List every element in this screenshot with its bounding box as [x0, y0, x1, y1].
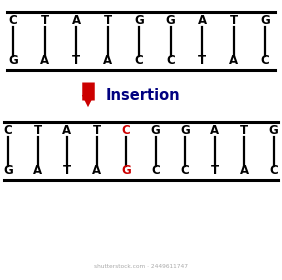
Text: C: C — [269, 165, 278, 178]
Text: G: G — [8, 55, 18, 67]
Text: G: G — [269, 125, 278, 137]
Text: A: A — [71, 15, 81, 27]
Text: A: A — [40, 55, 49, 67]
Text: A: A — [210, 125, 219, 137]
Text: G: G — [180, 125, 190, 137]
Text: A: A — [92, 165, 101, 178]
Text: A: A — [62, 125, 72, 137]
Text: A: A — [103, 55, 112, 67]
Text: T: T — [34, 125, 41, 137]
Text: Insertion: Insertion — [106, 87, 181, 102]
Text: T: T — [103, 15, 112, 27]
Text: T: T — [240, 125, 248, 137]
Text: T: T — [63, 165, 71, 178]
Text: A: A — [239, 165, 248, 178]
Text: shutterstock.com · 2449611747: shutterstock.com · 2449611747 — [94, 263, 188, 269]
Text: C: C — [151, 165, 160, 178]
Text: A: A — [197, 15, 206, 27]
Text: C: C — [9, 15, 17, 27]
Text: C: C — [166, 55, 175, 67]
Text: T: T — [72, 55, 80, 67]
Text: T: T — [230, 15, 237, 27]
Text: G: G — [260, 15, 270, 27]
Text: A: A — [229, 55, 238, 67]
Text: A: A — [33, 165, 42, 178]
Text: C: C — [261, 55, 269, 67]
Text: G: G — [151, 125, 160, 137]
Text: C: C — [135, 55, 143, 67]
Text: T: T — [210, 165, 219, 178]
Text: T: T — [40, 15, 49, 27]
Text: G: G — [166, 15, 175, 27]
Text: T: T — [198, 55, 206, 67]
Text: G: G — [121, 165, 131, 178]
Text: G: G — [134, 15, 144, 27]
Text: G: G — [3, 165, 13, 178]
Text: T: T — [92, 125, 101, 137]
Text: C: C — [181, 165, 190, 178]
Text: C: C — [122, 125, 130, 137]
Text: C: C — [4, 125, 12, 137]
